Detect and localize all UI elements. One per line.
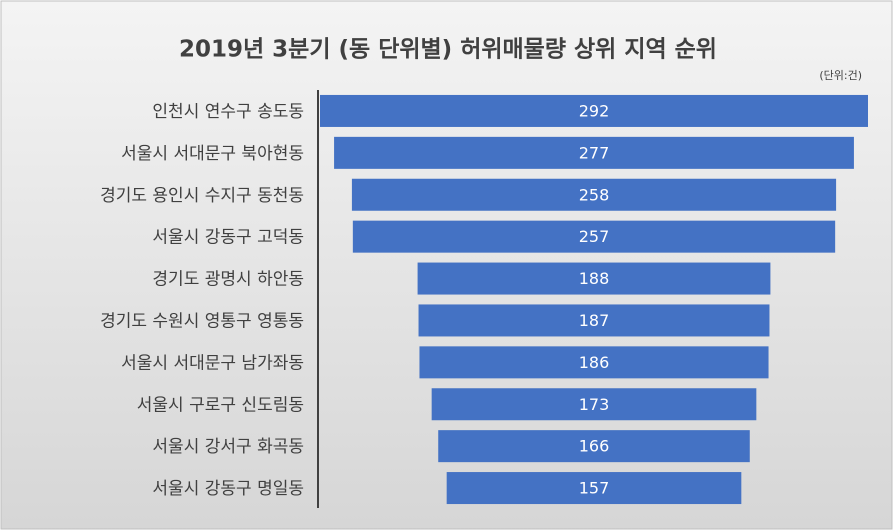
data-label: 187 (579, 311, 610, 330)
category-label: 인천시 연수구 송도동 (152, 102, 304, 122)
bar (352, 220, 836, 253)
bar (419, 346, 769, 379)
data-label: 173 (579, 395, 610, 414)
data-label: 186 (579, 353, 610, 372)
category-label: 경기도 광명시 하안동 (152, 270, 304, 290)
bar (320, 94, 868, 127)
category-label: 서울시 강동구 고덕동 (152, 228, 304, 248)
data-label: 257 (579, 227, 610, 246)
data-label: 166 (579, 437, 610, 456)
bar (351, 178, 837, 211)
category-label: 서울시 강동구 명일동 (152, 479, 304, 499)
category-label: 서울시 구로구 신도림동 (137, 395, 304, 415)
data-label: 277 (579, 143, 610, 162)
data-label: 188 (579, 269, 610, 288)
data-label: 157 (579, 479, 610, 498)
bar (431, 388, 757, 421)
chart-title: 2019년 3분기 (동 단위별) 허위매물량 상위 지역 순위 (179, 37, 717, 63)
category-label: 서울시 강서구 화곡동 (152, 437, 304, 457)
data-label: 258 (579, 185, 610, 204)
bar (418, 304, 770, 337)
bar (438, 430, 750, 463)
bar (334, 136, 854, 169)
category-label: 서울시 서대문구 남가좌동 (121, 353, 304, 373)
category-label: 서울시 서대문구 북아현동 (121, 144, 304, 164)
category-label: 경기도 용인시 수지구 동천동 (100, 186, 304, 206)
data-label: 292 (579, 101, 610, 120)
bar (417, 262, 771, 295)
category-label: 경기도 수원시 영통구 영통동 (100, 311, 304, 331)
unit-label: (단위:건) (819, 69, 862, 82)
bar (446, 472, 742, 505)
